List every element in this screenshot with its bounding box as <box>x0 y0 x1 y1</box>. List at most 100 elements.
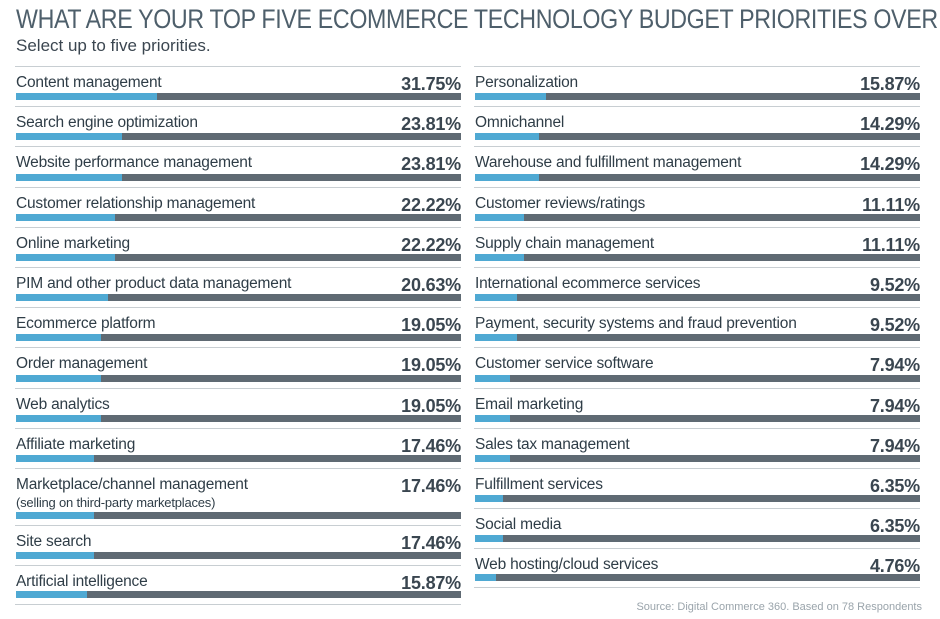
bar <box>475 535 504 543</box>
bar-label-text: Social media <box>475 516 562 534</box>
bar <box>16 591 87 599</box>
bar-label: Fulfillment services <box>475 476 603 494</box>
bar-track <box>475 133 920 141</box>
bar-row: Online marketing 22.22% <box>15 226 461 267</box>
bar-label: Web analytics <box>16 396 110 414</box>
bar-label: Affiliate marketing <box>16 436 135 454</box>
bar <box>475 454 511 462</box>
bar <box>475 133 539 141</box>
bar <box>475 334 518 342</box>
bar-background <box>16 133 461 141</box>
bar-row: Marketplace/channel management (selling o… <box>15 467 461 525</box>
bar-label: Email marketing <box>475 396 583 414</box>
bar <box>16 173 122 181</box>
bar-label: Customer service software <box>475 355 654 373</box>
bar-row: Personalization 15.87% <box>474 66 920 106</box>
data-label: 11.11% <box>862 234 920 255</box>
bar <box>16 454 94 462</box>
bar-label: Supply chain management <box>475 235 654 253</box>
bar-label: Artificial intelligence <box>16 573 148 591</box>
bar-background <box>16 93 461 101</box>
bar-label-text: Order management <box>16 355 148 373</box>
bar-label: PIM and other product data management <box>16 275 291 293</box>
bar-label: Customer relationship management <box>16 195 255 213</box>
data-label: 15.87% <box>860 74 920 94</box>
bar-track <box>475 334 920 342</box>
bar-row: Search engine optimization 23.81% <box>15 106 461 146</box>
bar <box>16 414 101 422</box>
bar-row: Customer relationship management 22.22% <box>15 186 461 227</box>
bar-row: Site search 17.46% <box>15 524 461 565</box>
bar-label-text: Email marketing <box>475 395 584 413</box>
bar <box>475 173 539 181</box>
bar-label: Ecommerce platform <box>16 315 156 333</box>
bar-track <box>475 374 920 382</box>
bar-background <box>16 294 461 302</box>
bar-label-text: Personalization <box>475 74 578 91</box>
bar-background <box>475 334 920 342</box>
bar-label: Personalization <box>475 74 578 92</box>
bar-track <box>16 414 461 422</box>
bar-label: Customer reviews/ratings <box>475 195 645 213</box>
data-label: 22.22% <box>401 234 461 255</box>
bar-label: Warehouse and fulfillment management <box>475 154 741 172</box>
bar-background <box>475 294 920 302</box>
bar-label: Content management <box>16 74 162 92</box>
data-label: 15.87% <box>401 573 461 594</box>
bar-label-text: Supply chain management <box>475 234 654 252</box>
bar <box>16 133 122 141</box>
chart-subtitle: Select up to five priorities. <box>16 36 211 55</box>
data-label: 20.63% <box>401 274 461 295</box>
data-label: 19.05% <box>401 315 461 336</box>
bar-track <box>16 93 461 101</box>
bar-track <box>16 454 461 462</box>
bar-background <box>16 552 461 560</box>
bar <box>475 574 497 582</box>
bar-track <box>16 374 461 382</box>
bar-row: Sales tax management 7.94% <box>474 427 920 468</box>
bar-track <box>475 574 920 582</box>
bar-row: Web analytics 19.05% <box>15 387 461 428</box>
bar-background <box>16 213 461 221</box>
data-label: 17.46% <box>401 532 461 553</box>
bar-background <box>16 454 461 462</box>
bar-label-text: Search engine optimization <box>16 114 198 132</box>
bar-row: Content management 31.75% <box>15 66 461 106</box>
bar-row: Email marketing 7.94% <box>474 387 920 428</box>
bar-row: Payment, security systems and fraud prev… <box>474 307 920 347</box>
bar-track <box>16 552 461 560</box>
bar-background <box>16 591 461 599</box>
bar-row: Warehouse and fulfillment management 14.2… <box>474 146 920 186</box>
chart-title: WHAT ARE YOUR TOP FIVE ECOMMERCE TECHNOL… <box>16 4 940 34</box>
bar-track <box>475 93 920 101</box>
bar <box>475 414 511 422</box>
bar-label-text: Site search <box>16 532 92 550</box>
data-label: 4.76% <box>869 556 920 577</box>
bar-row: Omnichannel 14.29% <box>474 106 920 146</box>
source-note: Source: Digital Commerce 360. Based on 7… <box>636 601 922 613</box>
bar <box>16 253 115 261</box>
bar <box>16 294 108 302</box>
bar-track <box>16 511 461 519</box>
bar-label: Website performance management <box>16 154 252 172</box>
bar-label-text: Web analytics <box>16 395 110 413</box>
bar-background <box>475 93 920 101</box>
data-label: 9.52% <box>869 315 920 336</box>
bar-background <box>475 253 920 261</box>
data-label: 23.81% <box>401 114 461 135</box>
bar <box>475 294 518 302</box>
bar-row: Customer service software 7.94% <box>474 347 920 387</box>
bar-label: Omnichannel <box>475 114 564 132</box>
bar-label-text: International ecommerce services <box>475 274 701 292</box>
bar <box>475 374 511 382</box>
left-column: Content management 31.75% Search engine op… <box>15 66 461 606</box>
bar-background <box>475 495 920 503</box>
bar-label-text: Fulfillment services <box>475 475 603 493</box>
data-label: 14.29% <box>860 114 920 135</box>
bar-row: Order management 19.05% <box>15 347 461 387</box>
bar-label-text: Warehouse and fulfillment management <box>475 154 742 172</box>
bar-track <box>475 294 920 302</box>
data-label: 11.11% <box>862 194 920 215</box>
bar-background <box>16 414 461 422</box>
bar-track <box>475 173 920 181</box>
